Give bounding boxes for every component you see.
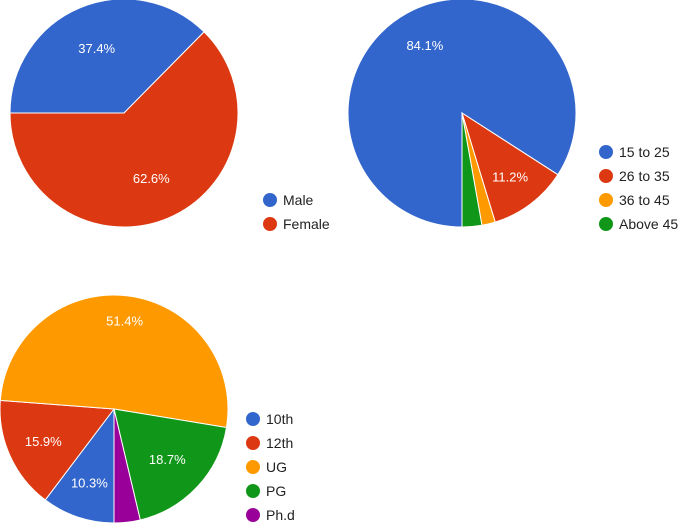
legend-label: PG (266, 483, 286, 499)
slice-percent-label: 51.4% (106, 314, 143, 329)
slice-percent-label: 37.4% (78, 41, 115, 56)
pie-slice-ph-d[interactable] (113, 408, 141, 524)
legend-swatch (599, 145, 613, 159)
slice-percent-label: 62.6% (133, 171, 170, 186)
pie-slice-pg[interactable] (113, 408, 228, 521)
legend-swatch (263, 193, 277, 207)
pie-slice-female[interactable] (9, 31, 239, 228)
legend-label: UG (266, 459, 287, 475)
legend-label: 10th (266, 411, 293, 427)
legend-swatch (246, 412, 260, 426)
pie-slice-12th[interactable] (0, 399, 115, 501)
legend-label: 36 to 45 (619, 192, 670, 208)
pie-slice-male[interactable] (9, 0, 205, 114)
legend-swatch (246, 508, 260, 522)
age-pie-chart: 84.1% 11.2% 15 to 25 26 to 35 36 to 45 Above … (347, 0, 678, 232)
legend-swatch (246, 484, 260, 498)
slice-percent-label: 18.7% (149, 452, 186, 467)
pie-slice-26-to-35[interactable] (461, 111, 559, 223)
legend-swatch (599, 217, 613, 231)
legend-swatch (246, 460, 260, 474)
slice-percent-label: 15.9% (25, 434, 62, 449)
legend-label: Male (283, 192, 314, 208)
slice-percent-label: 11.2% (492, 170, 528, 185)
legend-label: Above 45 (619, 216, 678, 232)
slice-percent-label: 84.1% (406, 38, 443, 53)
legend-label: 12th (266, 435, 293, 451)
slice-percent-label: 10.3% (71, 476, 108, 491)
legend-label: Female (283, 216, 330, 232)
pie-slice-ug[interactable] (0, 294, 229, 429)
legend-swatch (599, 169, 613, 183)
legend-swatch (263, 217, 277, 231)
legend-label: Ph.d (266, 507, 295, 523)
legend-label: 15 to 25 (619, 144, 670, 160)
education-pie-chart: 10.3% 15.9% 51.4% 18.7% 10th 12th UG PG Ph.d (0, 294, 295, 524)
legend-swatch (246, 436, 260, 450)
pie-slice-10th[interactable] (44, 407, 115, 524)
gender-pie-chart: 37.4% 62.6% Male Female (9, 0, 330, 232)
legend-swatch (599, 193, 613, 207)
pie-slice-above-45[interactable] (461, 112, 483, 228)
legend-label: 26 to 35 (619, 168, 670, 184)
